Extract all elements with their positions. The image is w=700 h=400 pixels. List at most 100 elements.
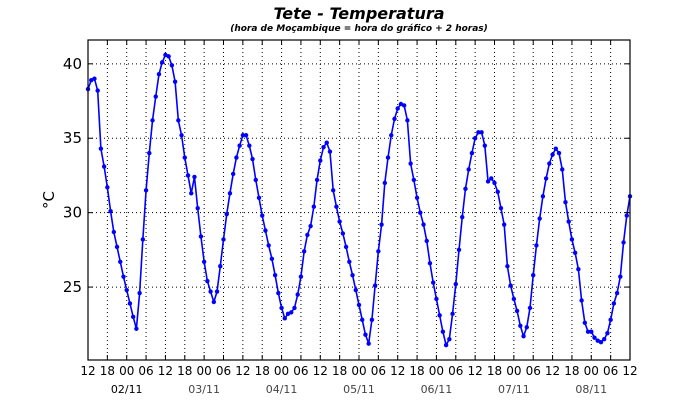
data-point bbox=[550, 152, 555, 157]
date-label: 08/11 bbox=[575, 383, 607, 396]
data-point bbox=[589, 329, 594, 334]
data-point bbox=[598, 339, 604, 345]
data-point bbox=[476, 130, 481, 135]
data-point bbox=[330, 188, 336, 193]
data-point bbox=[160, 60, 165, 65]
data-point bbox=[153, 94, 158, 99]
data-point bbox=[98, 146, 104, 151]
data-point bbox=[105, 185, 110, 190]
data-point bbox=[582, 320, 588, 325]
data-point bbox=[508, 283, 513, 288]
data-point bbox=[608, 317, 613, 323]
data-point bbox=[324, 140, 329, 145]
data-point bbox=[360, 317, 365, 323]
data-point bbox=[298, 274, 304, 279]
data-point bbox=[114, 244, 120, 250]
data-point bbox=[566, 219, 571, 224]
data-point bbox=[234, 155, 239, 160]
data-point bbox=[189, 191, 194, 196]
x-tick-label: 00 bbox=[119, 364, 134, 378]
date-label: 07/11 bbox=[498, 383, 530, 396]
data-point bbox=[469, 150, 475, 156]
data-point bbox=[318, 158, 323, 163]
data-point bbox=[553, 146, 558, 151]
data-point bbox=[453, 281, 458, 287]
chart-subtitle: (hora de Moçambique = hora do gráfico + … bbox=[230, 24, 488, 34]
data-point bbox=[179, 133, 184, 138]
data-point bbox=[218, 264, 223, 269]
data-point bbox=[414, 195, 420, 200]
data-point bbox=[443, 342, 449, 348]
data-point bbox=[611, 301, 617, 306]
data-point bbox=[169, 63, 175, 68]
data-point bbox=[489, 176, 494, 181]
x-tick-label: 12 bbox=[390, 364, 405, 378]
x-tick-label: 12 bbox=[313, 364, 328, 378]
data-point bbox=[224, 211, 229, 217]
data-point bbox=[350, 272, 355, 278]
data-point bbox=[256, 195, 262, 200]
data-point bbox=[205, 278, 210, 284]
chart-title: Tete - Temperatura bbox=[273, 4, 445, 23]
x-tick-label: 06 bbox=[216, 364, 231, 378]
data-point bbox=[431, 280, 436, 285]
x-tick-label: 06 bbox=[448, 364, 463, 378]
data-point bbox=[301, 249, 307, 254]
data-point bbox=[192, 174, 197, 180]
y-axis-label: °C bbox=[40, 191, 58, 209]
x-tick-label: 18 bbox=[100, 364, 115, 378]
data-point bbox=[411, 177, 417, 183]
data-point bbox=[379, 222, 384, 227]
data-point bbox=[147, 150, 152, 156]
data-point bbox=[521, 333, 526, 339]
x-tick-label: 12 bbox=[545, 364, 560, 378]
date-label: 06/11 bbox=[421, 383, 453, 396]
x-tick-label: 18 bbox=[177, 364, 192, 378]
data-point bbox=[176, 118, 181, 123]
data-point bbox=[534, 243, 539, 248]
data-point bbox=[579, 298, 584, 303]
x-tick-label: 00 bbox=[274, 364, 289, 378]
data-point bbox=[556, 150, 562, 156]
x-tick-label: 00 bbox=[197, 364, 212, 378]
date-label: 04/11 bbox=[266, 383, 298, 396]
data-point bbox=[201, 259, 207, 264]
x-tick-label: 00 bbox=[584, 364, 599, 378]
data-point bbox=[505, 264, 510, 269]
x-tick-label: 00 bbox=[429, 364, 444, 378]
grid bbox=[88, 40, 630, 360]
data-point bbox=[460, 214, 465, 220]
x-tick-label: 12 bbox=[622, 364, 637, 378]
x-tick-label: 00 bbox=[506, 364, 521, 378]
data-point bbox=[560, 167, 565, 172]
data-point bbox=[353, 287, 358, 293]
data-point bbox=[101, 164, 107, 169]
x-tick-label: 06 bbox=[138, 364, 153, 378]
data-point bbox=[447, 336, 452, 342]
x-tick-label: 18 bbox=[564, 364, 579, 378]
data-point bbox=[572, 250, 578, 256]
data-point bbox=[472, 136, 478, 141]
data-point bbox=[392, 116, 397, 122]
data-point bbox=[237, 143, 242, 148]
data-point bbox=[376, 249, 381, 254]
data-point bbox=[143, 188, 149, 193]
data-point bbox=[282, 316, 287, 321]
data-point bbox=[543, 176, 549, 181]
data-point bbox=[227, 191, 233, 196]
data-point bbox=[121, 274, 126, 279]
data-point bbox=[514, 308, 520, 314]
data-point bbox=[537, 216, 542, 221]
data-point bbox=[501, 222, 507, 227]
data-point bbox=[495, 189, 500, 195]
data-point bbox=[618, 274, 623, 279]
x-tick-label: 12 bbox=[235, 364, 250, 378]
data-point bbox=[498, 205, 504, 211]
data-point bbox=[276, 290, 281, 296]
data-point bbox=[118, 259, 123, 264]
data-point bbox=[240, 133, 246, 138]
data-point bbox=[605, 331, 610, 336]
data-point bbox=[266, 243, 271, 248]
